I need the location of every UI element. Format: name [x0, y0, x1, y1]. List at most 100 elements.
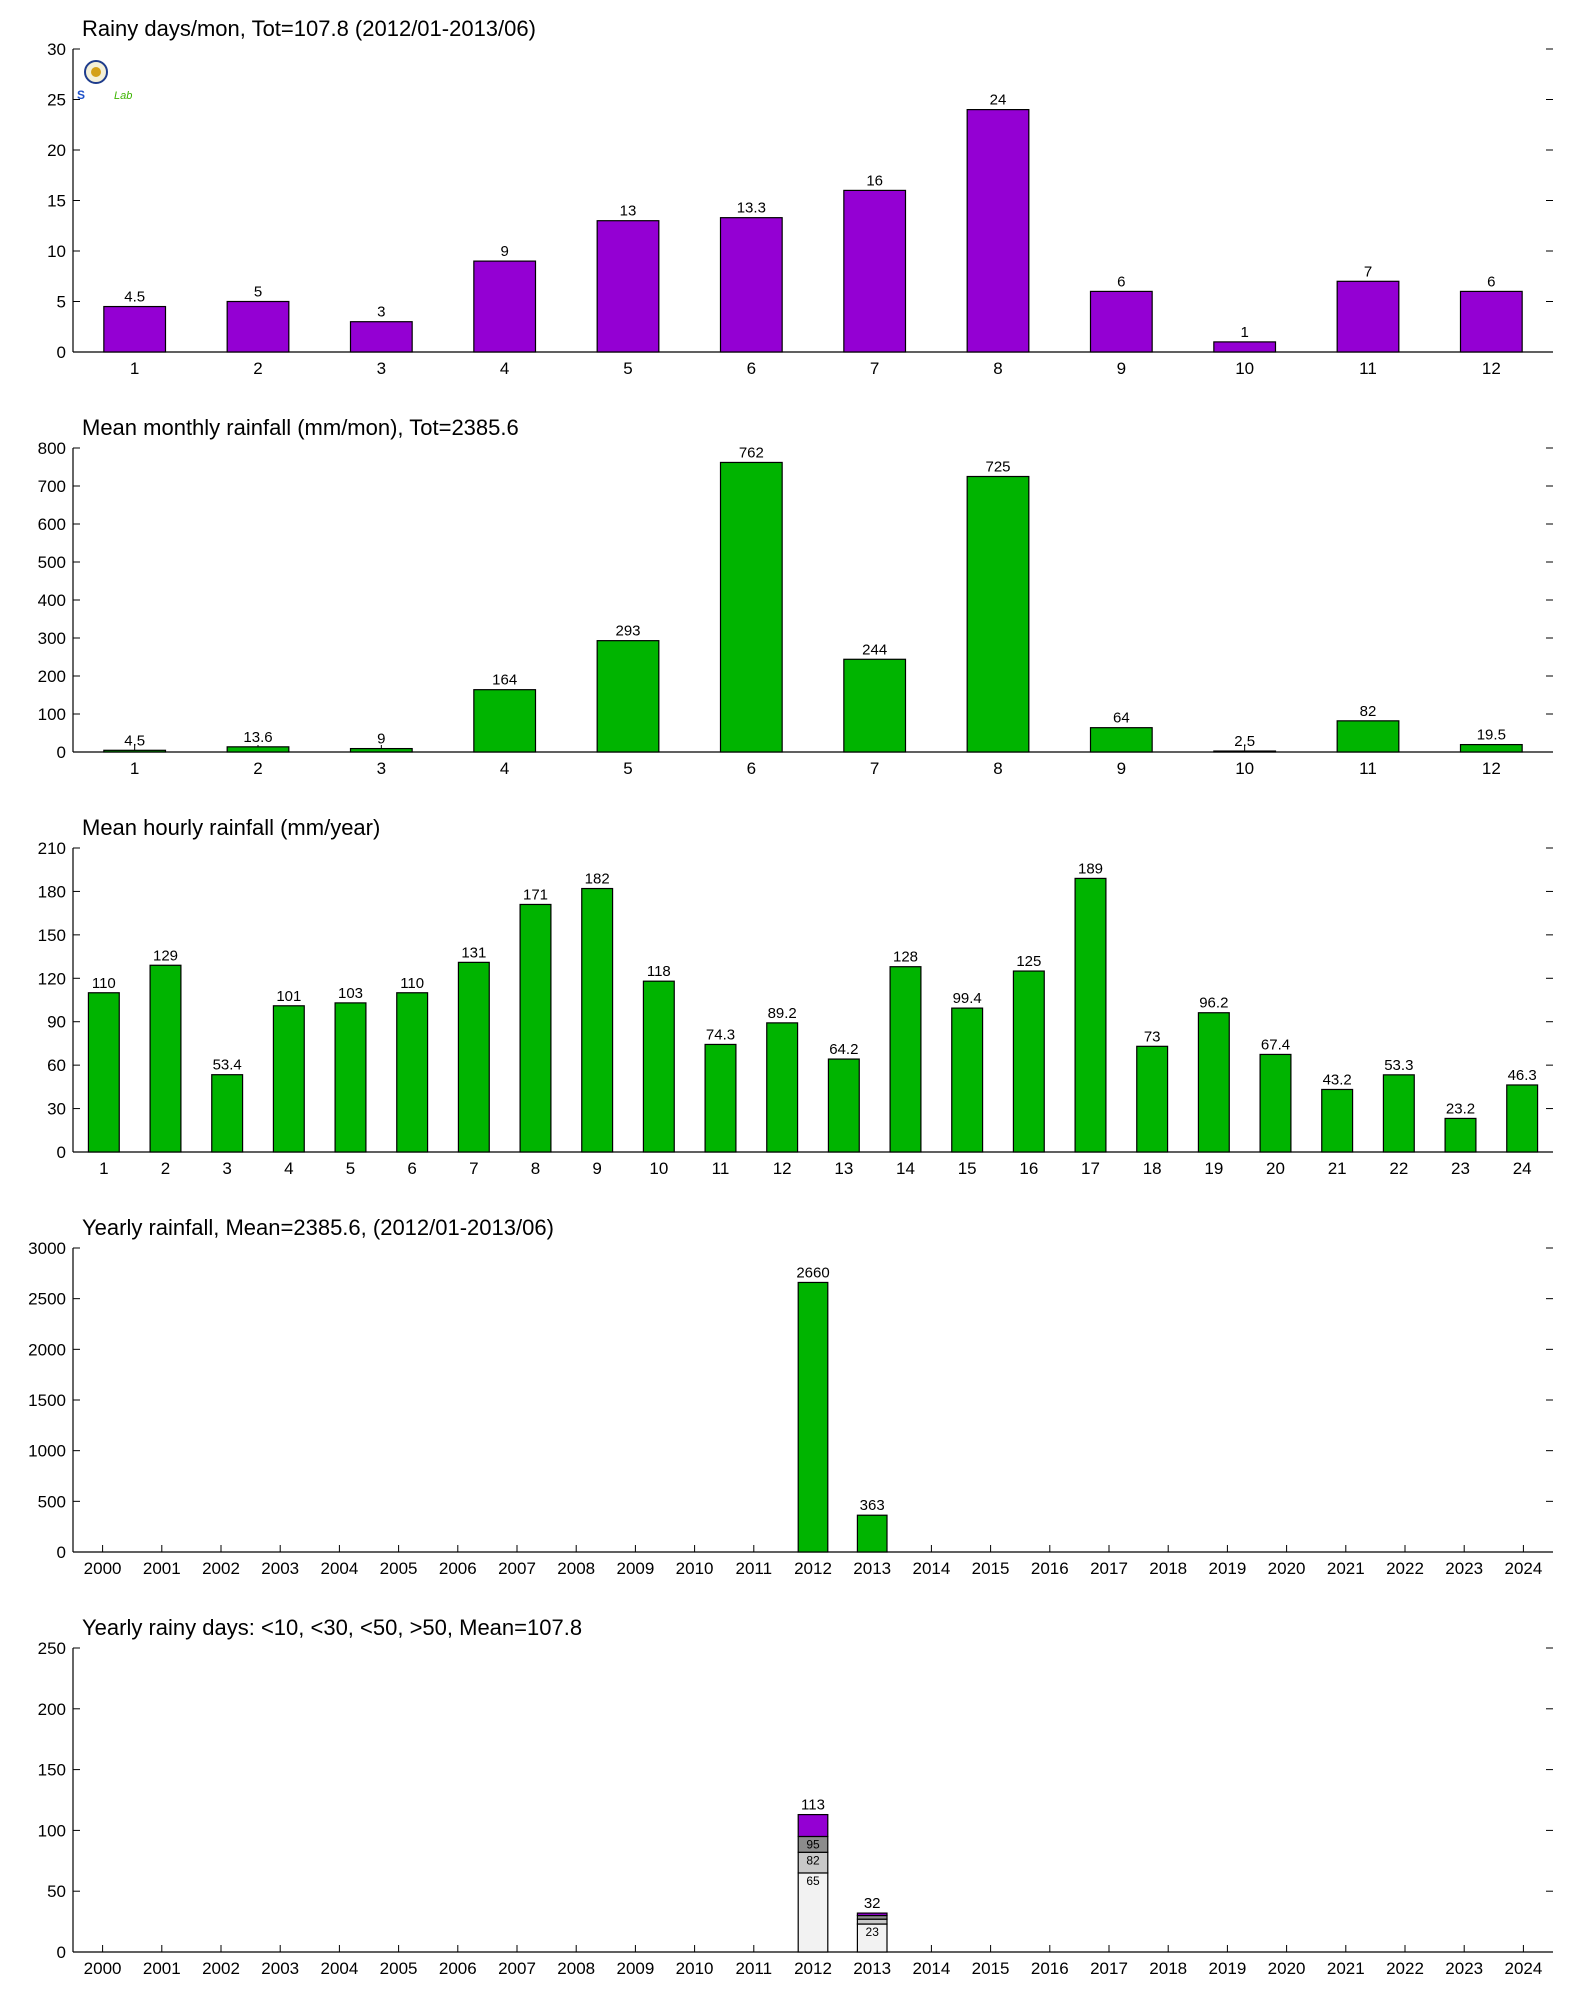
bar — [1444, 1117, 1477, 1153]
chart-title: Rainy days/mon, Tot=107.8 (2012/01-2013/… — [82, 16, 536, 41]
chart-title: Yearly rainy days: <10, <30, <50, >50, M… — [82, 1615, 582, 1640]
bar — [1336, 720, 1400, 753]
data-label: 74.3 — [706, 1026, 735, 1043]
bar — [1089, 727, 1153, 753]
x-tick-label: 7 — [469, 1159, 478, 1178]
y-tick-label: 50 — [47, 1882, 66, 1901]
data-label: 4.5 — [124, 289, 145, 306]
lab-logo-seal-inner — [91, 67, 101, 77]
bar — [827, 1058, 860, 1153]
bar — [704, 1043, 737, 1153]
bar — [1197, 1012, 1230, 1153]
x-tick-label: 2002 — [202, 1559, 240, 1578]
data-label: 7 — [1364, 263, 1372, 280]
y-tick-label: 1000 — [28, 1442, 66, 1461]
lab-logo-text-right: Lab — [114, 90, 132, 102]
x-tick-label: 2004 — [320, 1559, 358, 1578]
bar — [1213, 750, 1277, 753]
data-label: 1 — [1240, 324, 1248, 341]
data-label: 129 — [153, 947, 178, 964]
bar — [1321, 1088, 1354, 1153]
x-tick-label: 2020 — [1268, 1959, 1306, 1978]
data-label: 43.2 — [1323, 1071, 1352, 1088]
x-tick-label: 6 — [747, 759, 756, 778]
data-label: 4.5 — [124, 732, 145, 749]
stacked-bar-segment — [856, 1912, 888, 1917]
data-label: 118 — [647, 963, 671, 980]
bar — [951, 1007, 984, 1153]
y-tick-label: 120 — [38, 969, 66, 988]
data-label: 99.4 — [953, 990, 982, 1007]
data-label: 6 — [1487, 273, 1495, 290]
data-label: 64.2 — [829, 1041, 858, 1058]
data-label: 244 — [862, 641, 887, 658]
data-label: 53.4 — [213, 1057, 242, 1074]
bar — [642, 980, 675, 1153]
y-tick-label: 150 — [38, 1761, 66, 1780]
x-tick-label: 2021 — [1327, 1959, 1365, 1978]
x-tick-label: 2016 — [1031, 1959, 1069, 1978]
data-label: 13.6 — [243, 729, 272, 746]
bar — [396, 992, 429, 1153]
x-tick-label: 9 — [1117, 759, 1126, 778]
bar — [1336, 280, 1400, 353]
x-tick-label: 1 — [130, 359, 139, 378]
x-tick-label: 2006 — [439, 1559, 477, 1578]
bar — [1213, 341, 1277, 353]
x-tick-label: 2019 — [1208, 1559, 1246, 1578]
data-label: 96.2 — [1199, 995, 1228, 1012]
x-tick-label: 1 — [99, 1159, 108, 1178]
x-tick-label: 4 — [500, 359, 509, 378]
x-tick-label: 6 — [407, 1159, 416, 1178]
x-tick-label: 16 — [1019, 1159, 1038, 1178]
bar — [797, 1281, 829, 1553]
x-tick-label: 2010 — [676, 1559, 714, 1578]
x-tick-label: 2005 — [380, 1559, 418, 1578]
x-tick-label: 2012 — [794, 1959, 832, 1978]
y-tick-label: 100 — [38, 705, 66, 724]
y-tick-label: 3000 — [28, 1239, 66, 1258]
y-tick-label: 150 — [38, 926, 66, 945]
data-label: 3 — [377, 304, 385, 321]
x-tick-label: 2021 — [1327, 1559, 1365, 1578]
data-label: 182 — [585, 871, 610, 888]
y-tick-label: 180 — [38, 882, 66, 901]
x-tick-label: 2023 — [1445, 1959, 1483, 1978]
x-tick-label: 21 — [1328, 1159, 1347, 1178]
x-tick-label: 2 — [253, 359, 262, 378]
y-tick-label: 1500 — [28, 1391, 66, 1410]
bar — [457, 961, 490, 1153]
y-tick-label: 200 — [38, 1700, 66, 1719]
segment-label: 95 — [806, 1837, 820, 1851]
x-tick-label: 2010 — [676, 1959, 714, 1978]
x-tick-label: 2014 — [912, 1559, 950, 1578]
y-tick-label: 0 — [57, 743, 66, 762]
x-tick-label: 2004 — [320, 1959, 358, 1978]
y-tick-label: 600 — [38, 515, 66, 534]
bar — [1012, 970, 1045, 1153]
chart-panel-2: Mean monthly rainfall (mm/mon), Tot=2385… — [38, 415, 1553, 778]
bar — [856, 1514, 888, 1553]
bar — [1382, 1074, 1415, 1153]
bar — [1074, 877, 1107, 1153]
x-tick-label: 2012 — [794, 1559, 832, 1578]
x-tick-label: 2020 — [1268, 1559, 1306, 1578]
x-tick-label: 2 — [253, 759, 262, 778]
x-tick-label: 5 — [346, 1159, 355, 1178]
x-tick-label: 2002 — [202, 1959, 240, 1978]
bar — [966, 108, 1030, 353]
data-label: 13.3 — [737, 200, 766, 217]
bar — [1459, 743, 1523, 753]
data-label: 6 — [1117, 273, 1125, 290]
x-tick-label: 12 — [1482, 359, 1501, 378]
x-tick-label: 5 — [623, 759, 632, 778]
bar — [766, 1022, 799, 1153]
y-tick-label: 15 — [47, 192, 66, 211]
y-tick-label: 30 — [47, 1100, 66, 1119]
data-label: 164 — [492, 672, 517, 689]
data-label: 9 — [377, 731, 385, 748]
x-tick-label: 2009 — [616, 1959, 654, 1978]
y-tick-label: 500 — [38, 553, 66, 572]
x-tick-label: 2003 — [261, 1959, 299, 1978]
bar — [473, 260, 537, 353]
